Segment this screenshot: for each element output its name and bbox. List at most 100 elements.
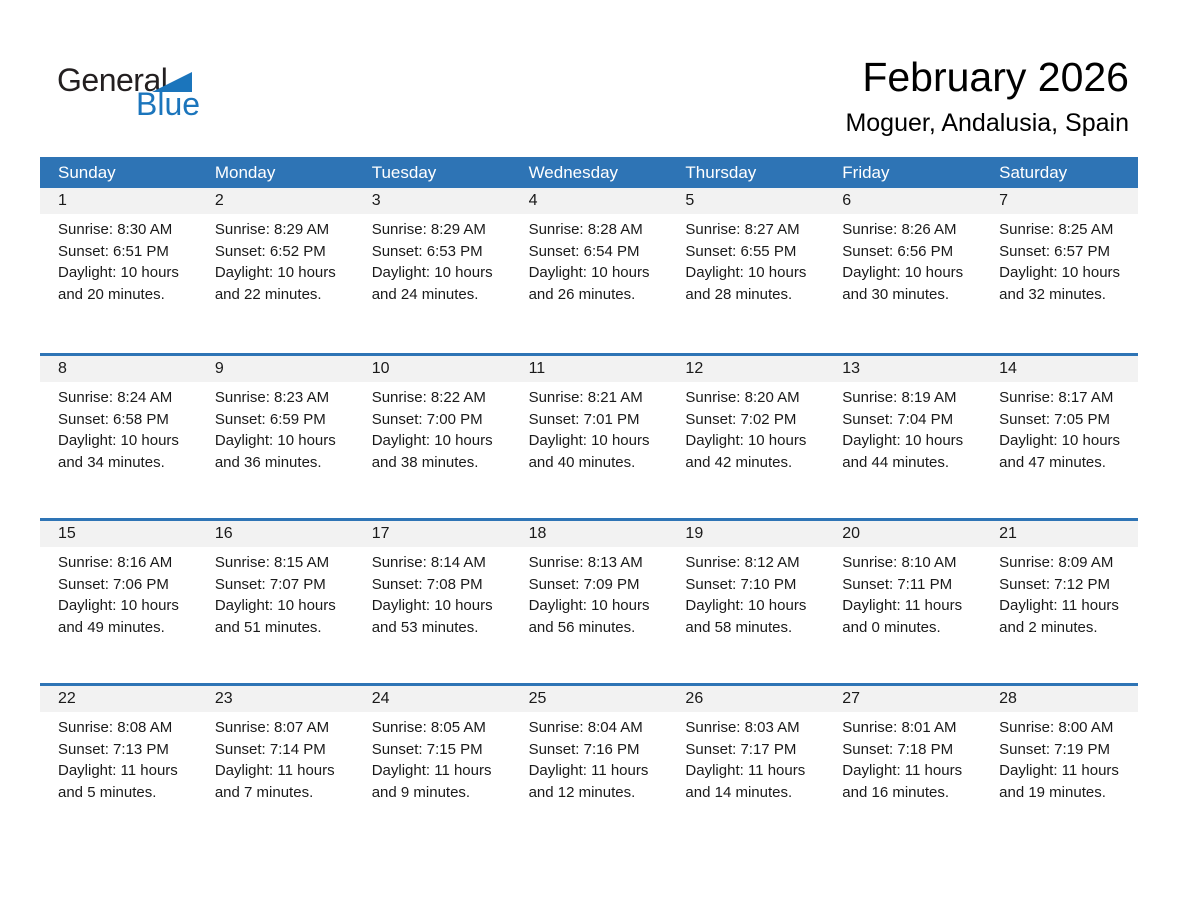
day-number: 15 xyxy=(58,525,76,542)
day-number: 1 xyxy=(58,192,67,209)
day-number: 25 xyxy=(528,690,547,707)
day-cell: Sunrise: 8:25 AM Sunset: 6:57 PM Dayligh… xyxy=(981,214,1138,305)
day-cell: Sunrise: 8:03 AM Sunset: 7:17 PM Dayligh… xyxy=(667,712,824,803)
day-number: 18 xyxy=(528,525,547,542)
day-cell: Sunrise: 8:14 AM Sunset: 7:08 PM Dayligh… xyxy=(354,547,511,638)
sunset-text: Sunset: 7:19 PM xyxy=(999,740,1111,758)
day-number: 5 xyxy=(685,192,695,209)
daylight-text: Daylight: 10 hours and 28 minutes. xyxy=(685,264,807,303)
daylight-text: Daylight: 11 hours and 7 minutes. xyxy=(214,762,335,801)
day-number: 4 xyxy=(528,192,538,209)
sunset-text: Sunset: 7:12 PM xyxy=(999,575,1111,593)
sunrise-text: Sunrise: 8:29 AM xyxy=(371,221,486,238)
daylight-text: Daylight: 10 hours and 40 minutes. xyxy=(528,432,650,471)
day-cell: Sunrise: 8:29 AM Sunset: 6:53 PM Dayligh… xyxy=(354,214,511,305)
sunset-text: Sunset: 7:09 PM xyxy=(528,575,640,593)
daylight-text: Daylight: 10 hours and 56 minutes. xyxy=(528,597,650,636)
sunrise-text: Sunrise: 8:10 AM xyxy=(842,554,957,571)
title-block: February 2026 Moguer, Andalusia, Spain xyxy=(845,54,1129,138)
sunrise-text: Sunrise: 8:25 AM xyxy=(999,221,1114,238)
daylight-text: Daylight: 11 hours and 12 minutes. xyxy=(528,762,649,801)
sunset-text: Sunset: 6:59 PM xyxy=(214,410,326,428)
daylight-text: Daylight: 10 hours and 36 minutes. xyxy=(214,432,336,471)
day-number: 13 xyxy=(842,360,861,377)
sunrise-text: Sunrise: 8:22 AM xyxy=(371,389,486,406)
day-number: 11 xyxy=(528,360,546,377)
week-row-3: 15 16 17 18 19 20 21 Sunrise: 8:16 AM Su… xyxy=(40,518,1138,683)
daylight-text: Daylight: 11 hours and 19 minutes. xyxy=(999,762,1119,801)
day-number: 26 xyxy=(685,690,704,707)
sunrise-text: Sunrise: 8:20 AM xyxy=(685,389,800,406)
sunset-text: Sunset: 7:13 PM xyxy=(58,740,169,758)
day-cell: Sunrise: 8:29 AM Sunset: 6:52 PM Dayligh… xyxy=(197,214,354,305)
sunrise-text: Sunrise: 8:09 AM xyxy=(999,554,1114,571)
week-row-1: 1 2 3 4 5 6 7 Sunrise: 8:30 AM Sunset: 6… xyxy=(40,188,1138,353)
weekday-header-thursday: Thursday xyxy=(685,162,757,182)
sunrise-text: Sunrise: 8:21 AM xyxy=(528,389,643,406)
daylight-text: Daylight: 10 hours and 47 minutes. xyxy=(999,432,1121,471)
sunset-text: Sunset: 6:53 PM xyxy=(371,242,483,260)
sunrise-text: Sunrise: 8:08 AM xyxy=(58,719,173,736)
sunset-text: Sunset: 7:05 PM xyxy=(999,410,1111,428)
day-number: 10 xyxy=(371,360,390,377)
sunrise-text: Sunrise: 8:23 AM xyxy=(214,389,330,406)
weekday-header-friday: Friday xyxy=(842,162,890,182)
daylight-text: Daylight: 10 hours and 58 minutes. xyxy=(685,597,807,636)
daylight-text: Daylight: 10 hours and 49 minutes. xyxy=(58,597,179,636)
day-cell: Sunrise: 8:01 AM Sunset: 7:18 PM Dayligh… xyxy=(824,712,981,803)
day-number: 6 xyxy=(842,192,852,209)
weekday-header-row: Sunday Monday Tuesday Wednesday Thursday… xyxy=(40,157,1138,188)
day-cell: Sunrise: 8:09 AM Sunset: 7:12 PM Dayligh… xyxy=(981,547,1138,638)
sunrise-text: Sunrise: 8:01 AM xyxy=(842,719,957,736)
day-details-row: Sunrise: 8:30 AM Sunset: 6:51 PM Dayligh… xyxy=(40,214,1138,305)
sunrise-text: Sunrise: 8:04 AM xyxy=(528,719,643,736)
sunrise-text: Sunrise: 8:12 AM xyxy=(685,554,800,571)
daylight-text: Daylight: 10 hours and 26 minutes. xyxy=(528,264,650,303)
day-cell: Sunrise: 8:16 AM Sunset: 7:06 PM Dayligh… xyxy=(40,547,197,638)
sunrise-text: Sunrise: 8:16 AM xyxy=(58,554,173,571)
day-cell: Sunrise: 8:04 AM Sunset: 7:16 PM Dayligh… xyxy=(511,712,668,803)
daylight-text: Daylight: 10 hours and 34 minutes. xyxy=(58,432,179,471)
page-title: February 2026 xyxy=(862,54,1129,100)
daylight-text: Daylight: 10 hours and 32 minutes. xyxy=(999,264,1121,303)
daylight-text: Daylight: 10 hours and 24 minutes. xyxy=(371,264,493,303)
day-number-band: 15 16 17 18 19 20 21 xyxy=(40,521,1138,547)
sunrise-text: Sunrise: 8:30 AM xyxy=(58,221,173,238)
daylight-text: Daylight: 11 hours and 14 minutes. xyxy=(685,762,806,801)
sunset-text: Sunset: 6:56 PM xyxy=(842,242,954,260)
day-details-row: Sunrise: 8:24 AM Sunset: 6:58 PM Dayligh… xyxy=(40,382,1138,473)
day-cell: Sunrise: 8:23 AM Sunset: 6:59 PM Dayligh… xyxy=(197,382,354,473)
weekday-header-monday: Monday xyxy=(214,162,276,182)
daylight-text: Daylight: 10 hours and 53 minutes. xyxy=(371,597,493,636)
day-cell: Sunrise: 8:21 AM Sunset: 7:01 PM Dayligh… xyxy=(511,382,668,473)
day-cell: Sunrise: 8:17 AM Sunset: 7:05 PM Dayligh… xyxy=(981,382,1138,473)
day-number: 8 xyxy=(58,360,67,377)
calendar-table: Sunday Monday Tuesday Wednesday Thursday… xyxy=(40,157,1138,848)
day-number: 19 xyxy=(685,525,704,542)
weekday-header-sunday: Sunday xyxy=(58,162,116,182)
daylight-text: Daylight: 10 hours and 44 minutes. xyxy=(842,432,964,471)
sunrise-text: Sunrise: 8:14 AM xyxy=(371,554,486,571)
sunset-text: Sunset: 7:15 PM xyxy=(371,740,483,758)
sunset-text: Sunset: 6:51 PM xyxy=(58,242,169,260)
day-cell: Sunrise: 8:12 AM Sunset: 7:10 PM Dayligh… xyxy=(667,547,824,638)
day-cell: Sunrise: 8:24 AM Sunset: 6:58 PM Dayligh… xyxy=(40,382,197,473)
day-number-band: 22 23 24 25 26 27 28 xyxy=(40,686,1138,712)
day-cell: Sunrise: 8:27 AM Sunset: 6:55 PM Dayligh… xyxy=(667,214,824,305)
day-cell: Sunrise: 8:26 AM Sunset: 6:56 PM Dayligh… xyxy=(824,214,981,305)
day-number: 9 xyxy=(214,360,224,377)
sunset-text: Sunset: 7:00 PM xyxy=(371,410,483,428)
day-cell: Sunrise: 8:30 AM Sunset: 6:51 PM Dayligh… xyxy=(40,214,197,305)
sunset-text: Sunset: 6:58 PM xyxy=(58,410,169,428)
day-number: 23 xyxy=(214,690,233,707)
weekday-header-saturday: Saturday xyxy=(999,162,1068,182)
logo-word-general: General xyxy=(57,62,168,98)
general-blue-logo: General Blue xyxy=(57,62,257,126)
sunset-text: Sunset: 7:06 PM xyxy=(58,575,169,593)
sunset-text: Sunset: 6:57 PM xyxy=(999,242,1111,260)
daylight-text: Daylight: 11 hours and 9 minutes. xyxy=(371,762,492,801)
sunset-text: Sunset: 7:04 PM xyxy=(842,410,954,428)
day-number-band: 1 2 3 4 5 6 7 xyxy=(40,188,1138,214)
day-cell: Sunrise: 8:28 AM Sunset: 6:54 PM Dayligh… xyxy=(511,214,668,305)
